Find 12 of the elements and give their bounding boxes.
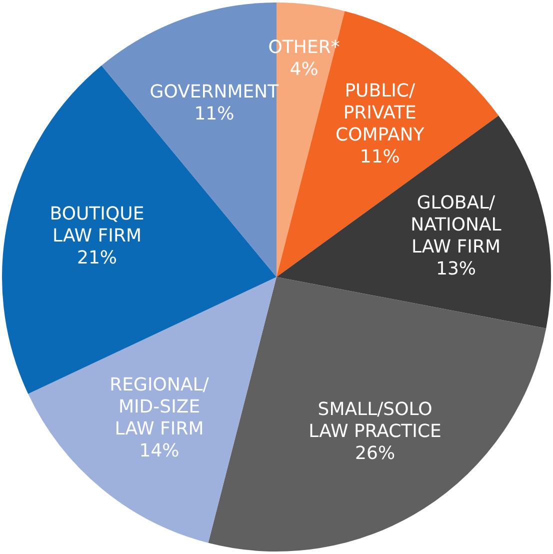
data-label: 11% (360, 146, 400, 168)
data-label: 11% (194, 104, 234, 125)
data-label: 14% (139, 440, 180, 462)
data-label: 26% (355, 442, 396, 464)
slice-label: GLOBAL/ NATIONAL LAW FIRM (410, 192, 502, 258)
slice-label: PUBLIC/ PRIVATE COMPANY (336, 80, 426, 146)
slice-label: SMALL/SOLO LAW PRACTICE (308, 398, 442, 442)
data-label: 21% (77, 248, 118, 269)
data-label: 13% (436, 258, 476, 280)
data-label: 4% (290, 58, 318, 80)
slice-label: REGIONAL/ MID-SIZE LAW FIRM (110, 374, 210, 440)
slice-label: BOUTIQUE LAW FIRM (50, 204, 144, 247)
